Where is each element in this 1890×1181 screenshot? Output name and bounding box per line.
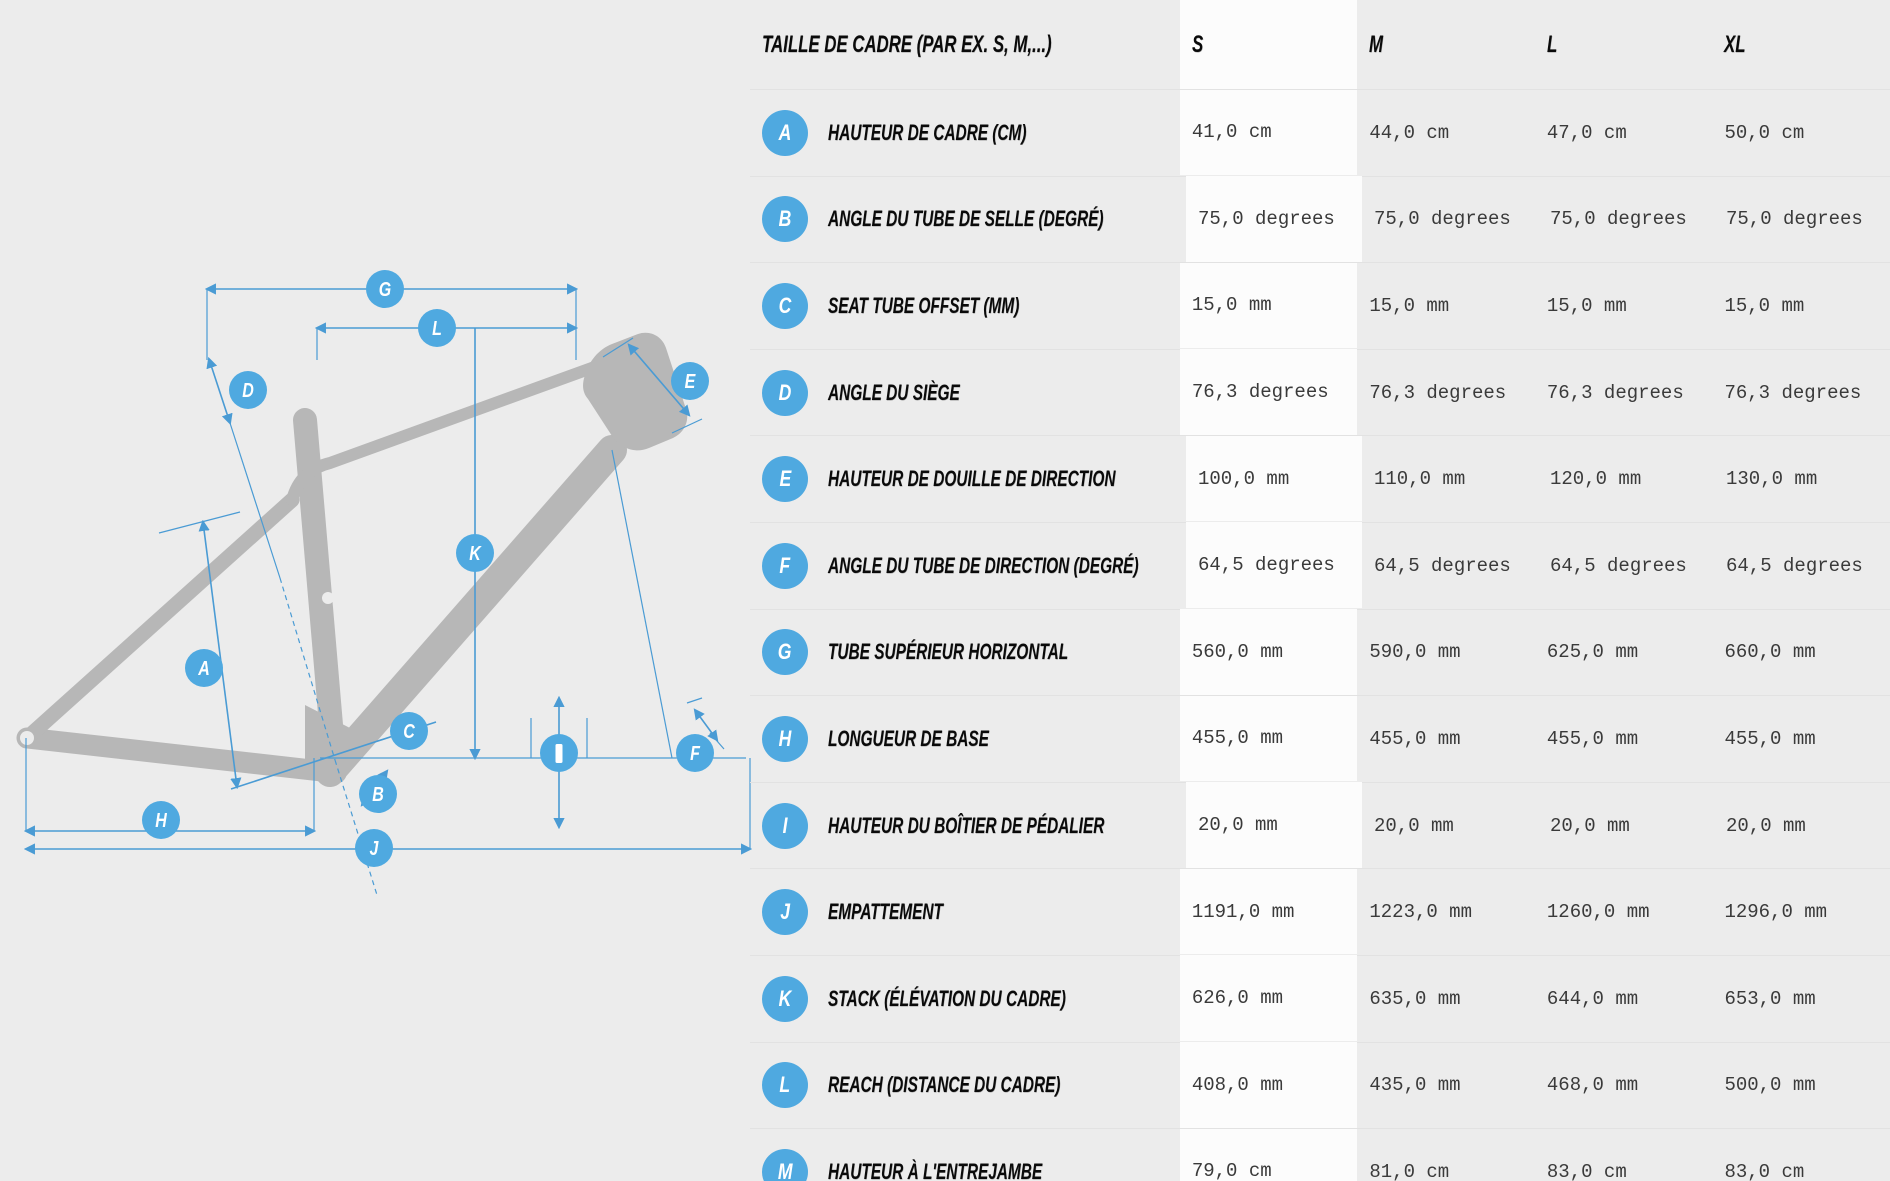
svg-text:J: J [370,837,380,859]
svg-text:C: C [403,720,415,742]
svg-text:B: B [372,783,384,805]
svg-text:A: A [197,657,209,679]
svg-text:D: D [242,379,254,401]
svg-text:G: G [379,278,391,300]
svg-text:H: H [155,809,167,831]
svg-text:K: K [469,542,482,564]
svg-text:F: F [690,742,701,764]
svg-text:E: E [685,370,696,392]
svg-text:L: L [432,317,442,339]
